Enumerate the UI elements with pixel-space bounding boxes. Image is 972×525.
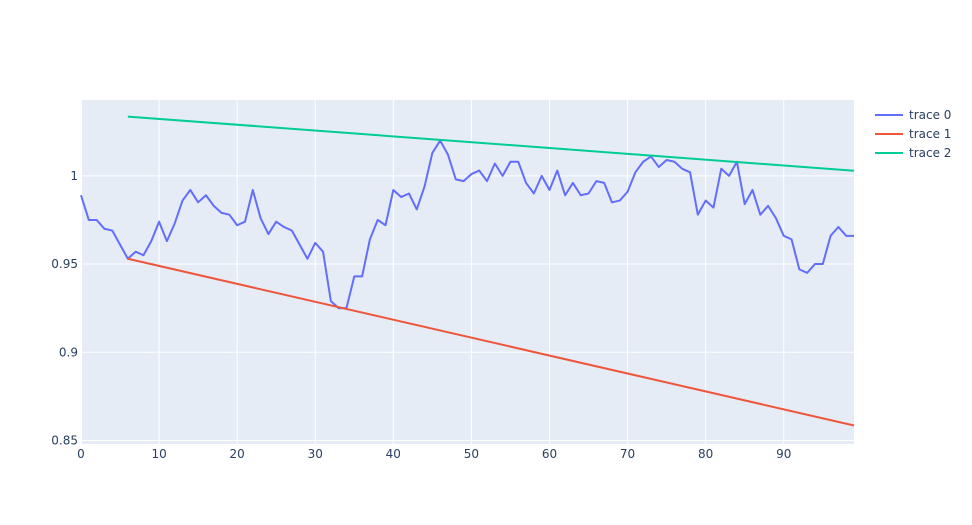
x-tick-label: 40 xyxy=(386,447,401,461)
series-line-trace-2 xyxy=(127,115,855,172)
y-tick-label: 0.9 xyxy=(59,345,78,359)
y-tick-label: 0.85 xyxy=(51,433,78,447)
x-tick-label: 60 xyxy=(542,447,557,461)
legend-item-trace-2[interactable]: trace 2 xyxy=(875,146,951,160)
x-tick-label: 50 xyxy=(464,447,479,461)
legend[interactable]: trace 0 trace 1 trace 2 xyxy=(875,108,951,160)
x-tick-label: 10 xyxy=(151,447,166,461)
plot-background xyxy=(81,100,854,444)
x-tick-label: 20 xyxy=(230,447,245,461)
x-tick-label: 90 xyxy=(776,447,791,461)
legend-label: trace 2 xyxy=(909,146,951,160)
y-axis-ticks: 0.85 0.9 0.95 1 xyxy=(51,169,78,448)
legend-label: trace 0 xyxy=(909,108,951,122)
legend-item-trace-0[interactable]: trace 0 xyxy=(875,108,951,122)
grid-layer xyxy=(80,100,854,444)
legend-item-trace-1[interactable]: trace 1 xyxy=(875,127,951,141)
series-line-trace-1 xyxy=(127,257,855,427)
x-tick-label: 70 xyxy=(620,447,635,461)
y-tick-label: 1 xyxy=(70,169,78,183)
legend-label: trace 1 xyxy=(909,127,951,141)
x-axis-ticks: 0 10 20 30 40 50 60 70 80 90 xyxy=(77,447,791,461)
x-tick-label: 80 xyxy=(698,447,713,461)
series-layer xyxy=(80,115,855,427)
x-tick-label: 0 xyxy=(77,447,85,461)
y-tick-label: 0.95 xyxy=(51,257,78,271)
series-line-trace-0 xyxy=(80,139,854,310)
x-tick-label: 30 xyxy=(308,447,323,461)
